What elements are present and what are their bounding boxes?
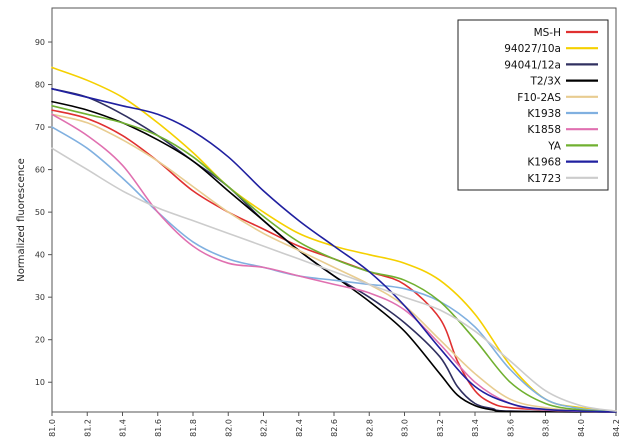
x-tick-label: 83.8: [542, 419, 551, 437]
x-tick-label: 83.2: [436, 419, 445, 437]
legend-label-k1723: K1723: [527, 173, 561, 185]
series-line-k1968: [51, 88, 617, 413]
y-tick-label: 30: [35, 293, 45, 302]
legend-label-k1968: K1968: [527, 157, 561, 169]
legend-label-ya: YA: [547, 140, 562, 152]
x-tick-label: 83.0: [401, 419, 410, 437]
y-tick-label: 40: [35, 251, 45, 260]
y-tick-label: 20: [35, 336, 45, 345]
y-tick-label: 10: [35, 378, 45, 387]
x-tick-label: 83.4: [471, 419, 480, 437]
series-line-k1938: [51, 126, 617, 413]
legend-label-t2-3x: T2/3X: [529, 76, 561, 88]
legend-label-f10-2as: F10-2AS: [517, 92, 561, 104]
x-tick-label: 84.2: [612, 419, 621, 437]
x-tick-label: 82.6: [330, 419, 339, 437]
x-tick-label: 81.8: [189, 419, 198, 437]
series-line-k1858: [51, 113, 617, 413]
series-line-ya: [51, 105, 617, 413]
y-tick-label: 60: [35, 166, 45, 175]
legend-label-ms-h: MS-H: [534, 27, 561, 39]
y-axis-title: Normalized fluorescence: [16, 158, 27, 282]
x-tick-label: 81.0: [48, 419, 57, 437]
legend-label-k1858: K1858: [527, 124, 561, 136]
x-tick-label: 82.4: [295, 419, 304, 437]
series-line-f10-2as: [51, 113, 617, 413]
y-tick-label: 70: [35, 123, 45, 132]
x-tick-label: 82.0: [224, 419, 233, 437]
x-tick-label: 84.0: [577, 419, 586, 437]
legend-label-k1938: K1938: [527, 108, 561, 120]
y-tick-label: 50: [35, 208, 45, 217]
y-tick-label: 90: [35, 38, 45, 47]
x-axis: 81.0 81.2 81.4 81.6 81.8 82.0 82.2 82.4 82.6 82.8…: [48, 412, 621, 437]
series-lines: [51, 66, 617, 413]
x-tick-label: 81.6: [154, 419, 163, 437]
y-tick-label: 80: [35, 81, 45, 90]
series-line-t2-3x: [51, 100, 617, 413]
series-line-k1723: [51, 147, 617, 412]
x-tick-label: 82.2: [260, 419, 269, 437]
x-tick-label: 82.8: [365, 419, 374, 437]
x-tick-label: 81.4: [119, 419, 128, 437]
legend-label-94027-10a: 94027/10a: [504, 43, 561, 55]
y-axis: 10 20 30 40 50 60 70 80 90: [35, 38, 52, 387]
x-tick-label: 81.2: [83, 419, 92, 437]
legend-label-94041-12a: 94041/12a: [504, 59, 561, 71]
x-tick-label: 83.6: [506, 419, 515, 437]
legend: MS-H 94027/10a 94041/12a T2/3X F10-2AS K1938 K…: [457, 19, 609, 191]
